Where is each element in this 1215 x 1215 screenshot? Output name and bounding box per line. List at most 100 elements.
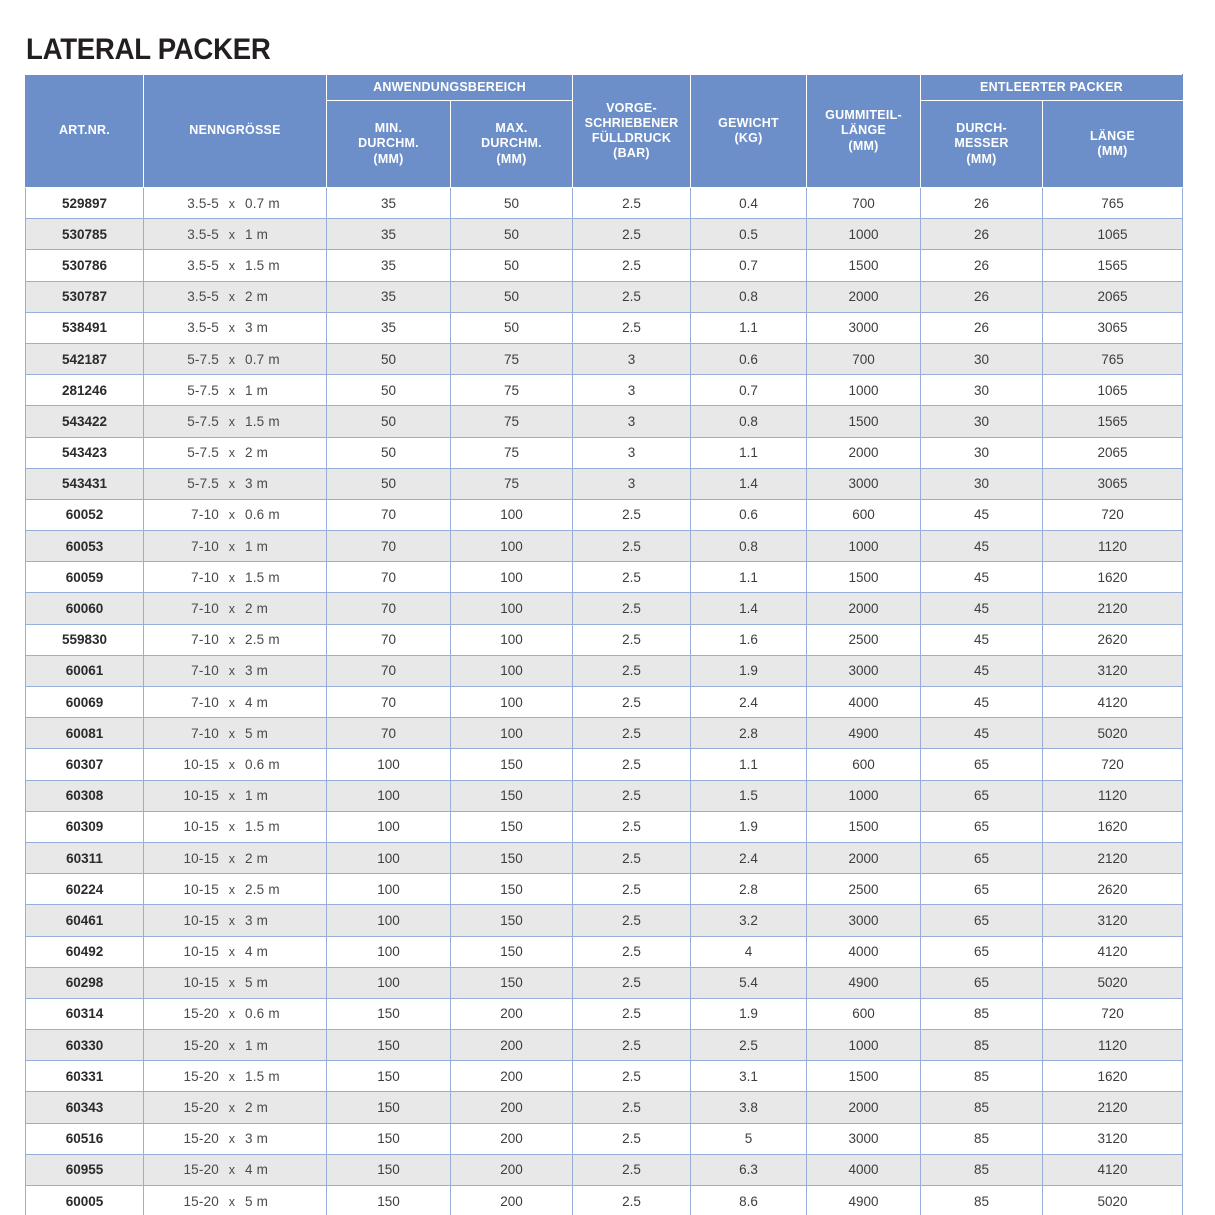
cell-max-durchm: 150 — [450, 810, 573, 843]
table-row[interactable]: 543431 5-7.5 x 3 m 50 75 3 1.4 3000 30 3065 — [25, 467, 1184, 500]
nenngroesse-length: 3 m — [245, 320, 269, 336]
cell-gewicht: 0.5 — [690, 218, 807, 251]
table-row[interactable]: 60224 10-15 x 2.5 m 100 150 2.5 2.8 2500 65 2620 — [25, 873, 1184, 906]
nenngroesse-length: 0.6 m — [245, 1006, 280, 1022]
cell-gewicht: 0.6 — [690, 342, 807, 376]
column-header-laenge: LÄNGE (MM) — [1041, 100, 1184, 188]
table-row[interactable]: 542187 5-7.5 x 0.7 m 50 75 3 0.6 700 30 765 — [25, 342, 1184, 376]
table-row[interactable]: 543422 5-7.5 x 1.5 m 50 75 3 0.8 1500 30 1565 — [25, 405, 1184, 438]
cell-nenngroesse: 3.5-5 x 2 m — [143, 280, 327, 313]
table-row[interactable]: 529897 3.5-5 x 0.7 m 35 50 2.5 0.4 700 26 765 — [25, 186, 1184, 220]
cell-durchmesser: 65 — [920, 810, 1043, 843]
cell-durchmesser: 85 — [920, 1029, 1043, 1062]
cell-gewicht: 2.8 — [690, 873, 807, 906]
table-row[interactable]: 60059 7-10 x 1.5 m 70 100 2.5 1.1 1500 45 1620 — [25, 561, 1184, 594]
table-row[interactable]: 530786 3.5-5 x 1.5 m 35 50 2.5 0.7 1500 26 1565 — [25, 249, 1184, 282]
table-row[interactable]: 559830 7-10 x 2.5 m 70 100 2.5 1.6 2500 45 2620 — [25, 623, 1184, 656]
cell-max-durchm: 200 — [450, 1029, 573, 1062]
cell-gewicht: 0.4 — [690, 186, 807, 220]
cell-fuelldruck: 2.5 — [572, 311, 691, 344]
cell-gummiteil: 1000 — [806, 530, 921, 563]
nenngroesse-length: 2 m — [245, 850, 269, 866]
table-row[interactable]: 60461 10-15 x 3 m 100 150 2.5 3.2 3000 65 3120 — [25, 904, 1184, 937]
cell-nenngroesse: 7-10 x 1.5 m — [143, 561, 327, 594]
cell-fuelldruck: 2.5 — [572, 249, 691, 282]
cell-nenngroesse: 15-20 x 0.6 m — [143, 997, 327, 1031]
table-row[interactable]: 530785 3.5-5 x 1 m 35 50 2.5 0.5 1000 26 1065 — [25, 218, 1184, 251]
table-row[interactable]: 60060 7-10 x 2 m 70 100 2.5 1.4 2000 45 2120 — [25, 592, 1184, 625]
nenngroesse-length: 1.5 m — [245, 1068, 280, 1084]
cell-nenngroesse: 5-7.5 x 0.7 m — [143, 342, 327, 376]
table-row[interactable]: 60309 10-15 x 1.5 m 100 150 2.5 1.9 1500 65 1620 — [25, 810, 1184, 843]
cell-fuelldruck: 2.5 — [572, 904, 691, 937]
cell-max-durchm: 100 — [450, 592, 573, 625]
cell-durchmesser: 65 — [920, 841, 1043, 875]
table-row[interactable]: 60053 7-10 x 1 m 70 100 2.5 0.8 1000 45 1120 — [25, 530, 1184, 563]
table-row[interactable]: 60052 7-10 x 0.6 m 70 100 2.5 0.6 600 45 720 — [25, 498, 1184, 532]
nenngroesse-length: 1.5 m — [245, 819, 280, 835]
cell-durchmesser: 45 — [920, 654, 1043, 688]
cell-nenngroesse: 5-7.5 x 2 m — [143, 436, 327, 469]
nenngroesse-separator: x — [228, 570, 236, 585]
table-row[interactable]: 543423 5-7.5 x 2 m 50 75 3 1.1 2000 30 2065 — [25, 436, 1184, 469]
table-row[interactable]: 60005 15-20 x 5 m 150 200 2.5 8.6 4900 85 5020 — [25, 1184, 1184, 1215]
table-row[interactable]: 60298 10-15 x 5 m 100 150 2.5 5.4 4900 65 5020 — [25, 966, 1184, 999]
cell-durchmesser: 30 — [920, 436, 1043, 469]
header-line-3: (MM) — [496, 151, 527, 166]
cell-min-durchm: 50 — [326, 436, 451, 469]
nenngroesse-range: 5-7.5 — [187, 476, 219, 492]
table-row[interactable]: 60061 7-10 x 3 m 70 100 2.5 1.9 3000 45 3120 — [25, 654, 1184, 688]
table-row[interactable]: 530787 3.5-5 x 2 m 35 50 2.5 0.8 2000 26 2065 — [25, 280, 1184, 313]
cell-gummiteil: 3000 — [806, 1122, 921, 1155]
cell-min-durchm: 100 — [326, 841, 451, 875]
nenngroesse-separator: x — [228, 913, 236, 928]
table-row[interactable]: 60307 10-15 x 0.6 m 100 150 2.5 1.1 600 65 720 — [25, 748, 1184, 781]
table-row[interactable]: 60492 10-15 x 4 m 100 150 2.5 4 4000 65 4120 — [25, 935, 1184, 968]
cell-gewicht: 3.8 — [690, 1091, 807, 1124]
nenngroesse-separator: x — [228, 383, 236, 398]
table-row[interactable]: 60955 15-20 x 4 m 150 200 2.5 6.3 4000 85 4120 — [25, 1153, 1184, 1187]
table-row[interactable]: 281246 5-7.5 x 1 m 50 75 3 0.7 1000 30 1065 — [25, 374, 1184, 407]
table-row[interactable]: 538491 3.5-5 x 3 m 35 50 2.5 1.1 3000 26 3065 — [25, 311, 1184, 344]
table-row[interactable]: 60330 15-20 x 1 m 150 200 2.5 2.5 1000 85 1120 — [25, 1029, 1184, 1062]
table-row[interactable]: 60311 10-15 x 2 m 100 150 2.5 2.4 2000 65 2120 — [25, 841, 1184, 875]
cell-durchmesser: 65 — [920, 873, 1043, 906]
nenngroesse-length: 1.5 m — [245, 569, 280, 585]
nenngroesse-range: 7-10 — [191, 694, 219, 710]
cell-gewicht: 4 — [690, 935, 807, 968]
nenngroesse-range: 7-10 — [191, 507, 219, 523]
cell-fuelldruck: 2.5 — [572, 841, 691, 875]
column-group-header-anwendungsbereich: ANWENDUNGSBEREICH — [326, 74, 573, 101]
table-row[interactable]: 60343 15-20 x 2 m 150 200 2.5 3.8 2000 85 2120 — [25, 1091, 1184, 1124]
cell-max-durchm: 75 — [450, 436, 573, 469]
table-row[interactable]: 60308 10-15 x 1 m 100 150 2.5 1.5 1000 65 1120 — [25, 779, 1184, 812]
cell-max-durchm: 75 — [450, 405, 573, 438]
table-row[interactable]: 60314 15-20 x 0.6 m 150 200 2.5 1.9 600 85 720 — [25, 997, 1184, 1031]
header-line-2: DURCHM. — [481, 136, 542, 151]
cell-gummiteil: 1500 — [806, 1060, 921, 1093]
cell-gewicht: 5 — [690, 1122, 807, 1155]
cell-laenge: 2120 — [1041, 841, 1184, 875]
cell-min-durchm: 70 — [326, 561, 451, 594]
nenngroesse-separator: x — [228, 695, 236, 710]
table-row[interactable]: 60081 7-10 x 5 m 70 100 2.5 2.8 4900 45 5020 — [25, 717, 1184, 750]
header-line-1: MIN. — [374, 121, 403, 136]
nenngroesse-range: 15-20 — [183, 1006, 219, 1022]
cell-durchmesser: 45 — [920, 561, 1043, 594]
cell-fuelldruck: 2.5 — [572, 1184, 691, 1215]
nenngroesse-separator: x — [228, 664, 236, 679]
table-row[interactable]: 60069 7-10 x 4 m 70 100 2.5 2.4 4000 45 4120 — [25, 685, 1184, 719]
nenngroesse-length: 3 m — [245, 912, 269, 928]
nenngroesse-range: 15-20 — [183, 1100, 219, 1116]
cell-artnr: 60309 — [25, 810, 144, 843]
cell-gummiteil: 4000 — [806, 685, 921, 719]
cell-gewicht: 1.1 — [690, 311, 807, 344]
cell-min-durchm: 150 — [326, 1122, 451, 1155]
cell-artnr: 538491 — [25, 311, 144, 344]
table-row[interactable]: 60516 15-20 x 3 m 150 200 2.5 5 3000 85 3120 — [25, 1122, 1184, 1155]
table-row[interactable]: 60331 15-20 x 1.5 m 150 200 2.5 3.1 1500 85 1620 — [25, 1060, 1184, 1093]
nenngroesse-range: 7-10 — [191, 663, 219, 679]
lateral-packer-table: ART.NR. NENNGRÖSSE ANWENDUNGSBEREICH VOR… — [25, 74, 1184, 1215]
cell-min-durchm: 50 — [326, 342, 451, 376]
